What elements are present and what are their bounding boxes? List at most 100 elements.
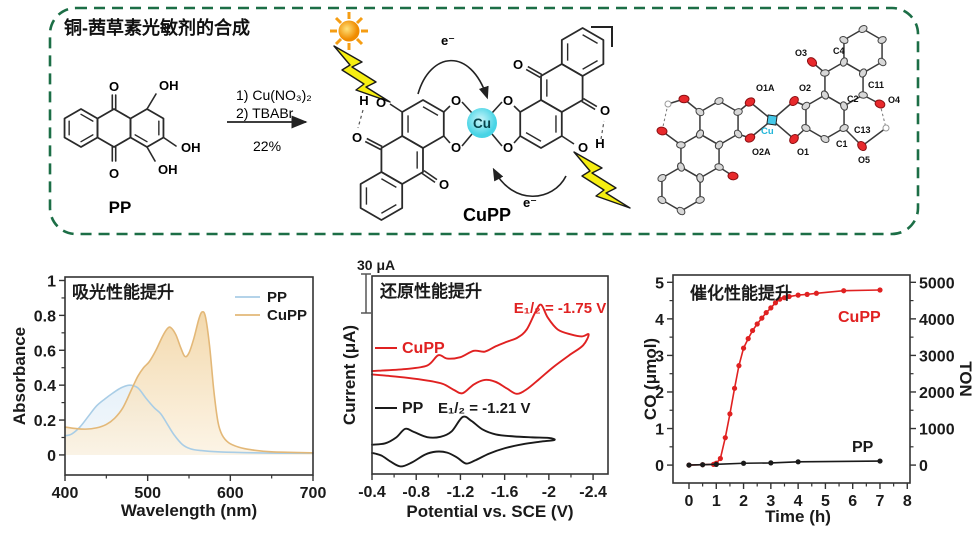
data-point-PP bbox=[768, 460, 774, 466]
x-tick-label: 7 bbox=[876, 493, 885, 510]
atom-label-c13: C13 bbox=[854, 125, 871, 135]
electron-arrow-top bbox=[417, 59, 489, 100]
pp-right-hydroxyl: OH bbox=[181, 140, 201, 155]
x-axis-title: Time (h) bbox=[765, 507, 831, 526]
reaction-conditions: 1) Cu(NO₃)₂ 2) TBABr 22% bbox=[227, 87, 312, 154]
ring-bond bbox=[359, 171, 404, 221]
data-point-CuPP bbox=[877, 287, 883, 293]
atom-label-cu: Cu bbox=[761, 126, 774, 137]
y-tick-label: 0.2 bbox=[34, 413, 56, 430]
crystal-ring bbox=[843, 28, 883, 74]
hydrogen-atom bbox=[882, 124, 890, 132]
electron-label-bottom: e⁻ bbox=[523, 195, 537, 210]
series-area-CuPP bbox=[65, 311, 313, 455]
data-point-CuPP bbox=[781, 295, 788, 301]
data-point-CuPP bbox=[763, 310, 769, 316]
catalysis-chart: 0 1 2 3 4 5 6 7 8 0 1 2 3 4 5 0 1000 2000 3000 4000 5000 TON 催… bbox=[644, 274, 972, 526]
x-tick-label: -1.6 bbox=[491, 484, 519, 501]
atom-label-o2a: O2A bbox=[752, 147, 771, 157]
double-bond bbox=[525, 132, 542, 142]
crystal-ring bbox=[805, 94, 845, 140]
data-point-CuPP bbox=[722, 435, 728, 441]
bond bbox=[491, 133, 503, 147]
bond bbox=[527, 65, 543, 76]
lightning-bolt-icon bbox=[573, 151, 631, 209]
bond bbox=[583, 97, 598, 108]
carbon-atom bbox=[714, 163, 724, 171]
condition-step1: 1) Cu(NO₃)₂ bbox=[236, 87, 312, 103]
carbon-atom bbox=[820, 90, 829, 100]
right-hydroxyl-o: O bbox=[578, 140, 588, 155]
coordinating-o-bottom-right: O bbox=[503, 140, 513, 155]
atom-label-c1: C1 bbox=[836, 139, 848, 149]
carbon-atom bbox=[820, 134, 830, 144]
double-bond bbox=[80, 134, 94, 143]
atom-label-o1: O1 bbox=[797, 147, 809, 157]
y2-tick-label: 5000 bbox=[919, 275, 955, 292]
carbon-atom bbox=[733, 129, 743, 139]
bond bbox=[146, 93, 157, 110]
data-point-CuPP bbox=[717, 455, 723, 462]
y-axis-title: CO (μmol) bbox=[644, 338, 660, 420]
double-bond bbox=[134, 134, 148, 143]
data-point-CuPP bbox=[749, 327, 756, 334]
data-point-PP bbox=[877, 458, 883, 464]
atom-label-c11: C11 bbox=[868, 80, 884, 90]
plot bbox=[686, 287, 883, 468]
oxygen-atom bbox=[744, 133, 756, 143]
oxygen-atom bbox=[857, 140, 867, 152]
y2-tick-label: 0 bbox=[919, 458, 928, 475]
carbon-atom bbox=[877, 36, 887, 44]
carbon-atom bbox=[839, 36, 849, 44]
x-tick-label: 500 bbox=[134, 485, 161, 502]
y-tick-label: 0.4 bbox=[34, 378, 56, 395]
data-point-CuPP bbox=[727, 411, 733, 417]
y-axis-title: Current (μA) bbox=[340, 325, 359, 425]
left-hydroxyl-o: O bbox=[376, 95, 386, 110]
bond bbox=[146, 146, 156, 162]
y2-tick-label: 4000 bbox=[919, 312, 955, 329]
x-tick-label: 3 bbox=[766, 493, 775, 510]
sun-icon bbox=[330, 12, 368, 50]
x-tick-label: -1.2 bbox=[447, 484, 475, 501]
legend-label-CuPP: CuPP bbox=[267, 307, 307, 324]
bond bbox=[491, 101, 503, 114]
atom-label-o5: O5 bbox=[858, 155, 870, 165]
series-label-CuPP: CuPP bbox=[402, 340, 445, 357]
x-tick-label: 700 bbox=[300, 485, 327, 502]
bond bbox=[513, 105, 521, 113]
x-tick-label: 600 bbox=[217, 485, 244, 502]
x-tick-label: 4 bbox=[794, 493, 803, 510]
x-tick-label: -0.4 bbox=[358, 484, 386, 501]
pp-structure: O O OH OH OH PP bbox=[63, 78, 201, 217]
x-tick-label: 0 bbox=[685, 493, 694, 510]
data-point-CuPP bbox=[754, 321, 760, 327]
data-point-CuPP bbox=[731, 385, 738, 391]
bond bbox=[561, 135, 575, 145]
y-axis-title: Absorbance bbox=[10, 327, 29, 425]
bond bbox=[443, 135, 451, 144]
annotation-e-half: E₁/₂ = -1.21 V bbox=[438, 400, 531, 417]
right-axis-title: TON bbox=[956, 361, 972, 397]
bond bbox=[461, 101, 473, 114]
plot bbox=[371, 303, 590, 468]
hydrogen-atom bbox=[664, 100, 672, 108]
y-tick-label: 4 bbox=[655, 312, 664, 329]
y-tick-label: 1 bbox=[47, 273, 56, 290]
carbon-atom bbox=[820, 69, 830, 77]
crystal-bond bbox=[861, 127, 887, 147]
data-point-CuPP bbox=[804, 291, 810, 297]
oxygen-atom bbox=[874, 99, 886, 109]
hydrogen-bond bbox=[357, 109, 364, 129]
carbon-atom bbox=[695, 129, 705, 139]
data-point-PP bbox=[795, 459, 801, 465]
data-point-PP bbox=[686, 462, 692, 468]
x-tick-label: 2 bbox=[739, 493, 748, 510]
anion-bracket bbox=[591, 26, 613, 47]
left-hydroxyl-h: H bbox=[359, 93, 368, 108]
oxygen-atom bbox=[744, 97, 756, 107]
data-point-CuPP bbox=[841, 288, 847, 294]
cu-center-label: Cu bbox=[473, 116, 491, 131]
oxygen-atom bbox=[656, 126, 668, 136]
